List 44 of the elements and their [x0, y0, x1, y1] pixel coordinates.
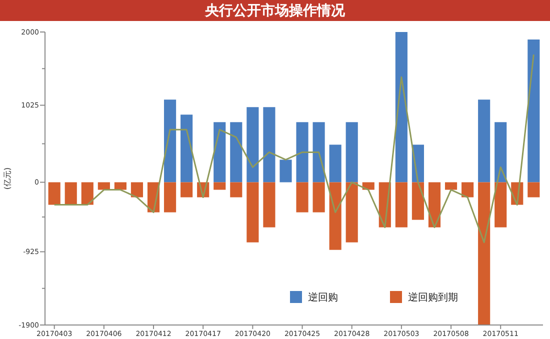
bar: [164, 100, 176, 182]
bar: [164, 182, 176, 212]
bar: [462, 182, 474, 198]
bar: [444, 182, 458, 190]
bar: [130, 182, 144, 198]
bar: [230, 182, 242, 198]
bar: [312, 182, 325, 212]
legend-label: 逆回购到期: [408, 292, 458, 304]
bar: [494, 182, 507, 228]
bar: [312, 122, 325, 182]
bar: [230, 122, 242, 182]
bar: [395, 182, 408, 228]
bar: [81, 182, 94, 205]
bar: [48, 182, 60, 205]
bar: [528, 182, 540, 198]
bar: [98, 182, 110, 190]
bar: [246, 182, 259, 242]
bar: [395, 32, 408, 182]
bar: [478, 182, 490, 325]
bar: [64, 182, 77, 205]
bar: [296, 122, 308, 182]
bar: [296, 182, 308, 212]
bar: [214, 182, 226, 190]
bar: [346, 182, 358, 242]
bar: [494, 122, 507, 182]
y-axis-title: (亿元): [3, 167, 12, 190]
bar: [346, 122, 358, 182]
chart-title: 央行公开市场操作情况: [204, 2, 346, 19]
bar: [180, 182, 193, 198]
bar: [329, 182, 342, 250]
bar: [478, 100, 490, 182]
bar: [214, 122, 226, 182]
bar: [412, 182, 424, 220]
bar: [329, 144, 342, 182]
bar: [280, 160, 292, 182]
legend-label: 逆回购: [308, 292, 338, 304]
bar: [114, 182, 126, 190]
bar: [428, 182, 441, 228]
bar: [180, 114, 193, 182]
bar: [246, 107, 259, 182]
bar: [263, 182, 276, 228]
line-series: [54, 54, 534, 244]
bar: [528, 40, 540, 182]
bar: [263, 107, 276, 182]
